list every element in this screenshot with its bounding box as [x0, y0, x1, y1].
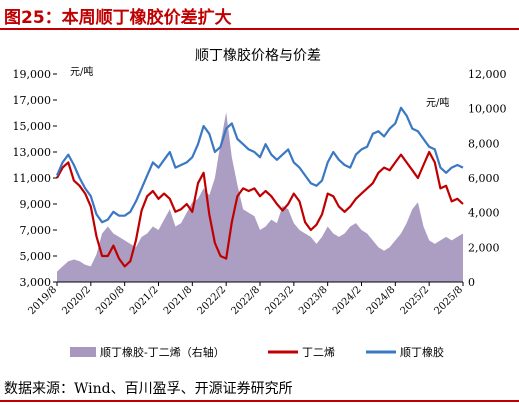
left-unit-label: 元/吨: [70, 65, 93, 78]
chart: 顺丁橡胶价格与价差 元/吨 元/吨 3,000 5,000 7,000 9,000 11…: [13, 47, 507, 359]
figure-header: 图25：本周顺丁橡胶价差扩大: [0, 0, 519, 30]
x-tick-label: 2023/8: [297, 284, 330, 317]
right-y-tick-label: 12,000: [468, 68, 507, 81]
right-y-tick-label: 8,000: [468, 137, 500, 150]
spread-area-layer: [57, 112, 463, 282]
left-y-tick-label: 15,000: [13, 120, 52, 133]
left-y-tick-label: 7,000: [20, 224, 52, 237]
legend-label-spread: 顺丁橡胶-丁二烯（右轴）: [100, 345, 225, 359]
legend-label-br: 顺丁橡胶: [400, 345, 444, 359]
x-axis: 2019/8 2020/2 2020/8 2021/2 2021/8 2022/2 2022…: [26, 282, 465, 317]
left-y-tick-label: 3,000: [20, 276, 52, 289]
spread-area: [57, 112, 463, 282]
left-y-tick-label: 9,000: [20, 198, 52, 211]
x-tick-label: 2024/2: [331, 284, 364, 317]
x-tick-label: 2021/2: [128, 284, 161, 317]
x-tick-label: 2025/8: [432, 284, 465, 317]
x-tick-label: 2022/2: [196, 284, 229, 317]
x-tick-label: 2020/8: [94, 284, 127, 317]
right-y-tick-label: 10,000: [468, 103, 507, 116]
right-y-tick-label: 4,000: [468, 207, 500, 220]
x-tick-label: 2022/8: [229, 284, 262, 317]
x-tick-label: 2020/2: [60, 284, 93, 317]
footer-rule: [0, 400, 519, 402]
right-unit-label: 元/吨: [426, 96, 449, 109]
legend-swatch-spread: [70, 347, 96, 357]
left-y-axis: 3,000 5,000 7,000 9,000 11,000 13,000 15,000 17…: [13, 68, 57, 289]
right-y-tick-label: 6,000: [468, 172, 500, 185]
x-tick-label: 2019/8: [26, 284, 59, 317]
legend-label-butadiene: 丁二烯: [302, 346, 335, 359]
x-tick-label: 2024/8: [365, 284, 398, 317]
butadiene-line: [56, 150, 464, 268]
left-y-tick-label: 19,000: [13, 68, 52, 81]
left-y-tick-label: 13,000: [13, 146, 52, 159]
legend: 顺丁橡胶-丁二烯（右轴） 丁二烯 顺丁橡胶: [70, 345, 444, 359]
x-tick-label: 2025/2: [399, 284, 432, 317]
right-y-tick-label: 2,000: [468, 241, 500, 254]
right-y-axis: 0 2,000 4,000 6,000 8,000 10,000 12,000: [468, 68, 507, 289]
line-layer: [55, 106, 464, 268]
br-rubber-line: [55, 106, 464, 224]
left-y-tick-label: 5,000: [20, 250, 52, 263]
x-tick-label: 2021/8: [162, 284, 195, 317]
left-y-tick-label: 17,000: [13, 94, 52, 107]
right-y-tick-label: 0: [468, 276, 475, 289]
figure-title: 图25：本周顺丁橡胶价差扩大: [4, 8, 232, 28]
x-tick-label: 2023/2: [263, 284, 296, 317]
chart-title: 顺丁橡胶价格与价差: [195, 47, 321, 64]
data-source: 数据来源：Wind、百川盈孚、开源证券研究所: [4, 381, 293, 397]
left-y-tick-label: 11,000: [13, 172, 52, 185]
